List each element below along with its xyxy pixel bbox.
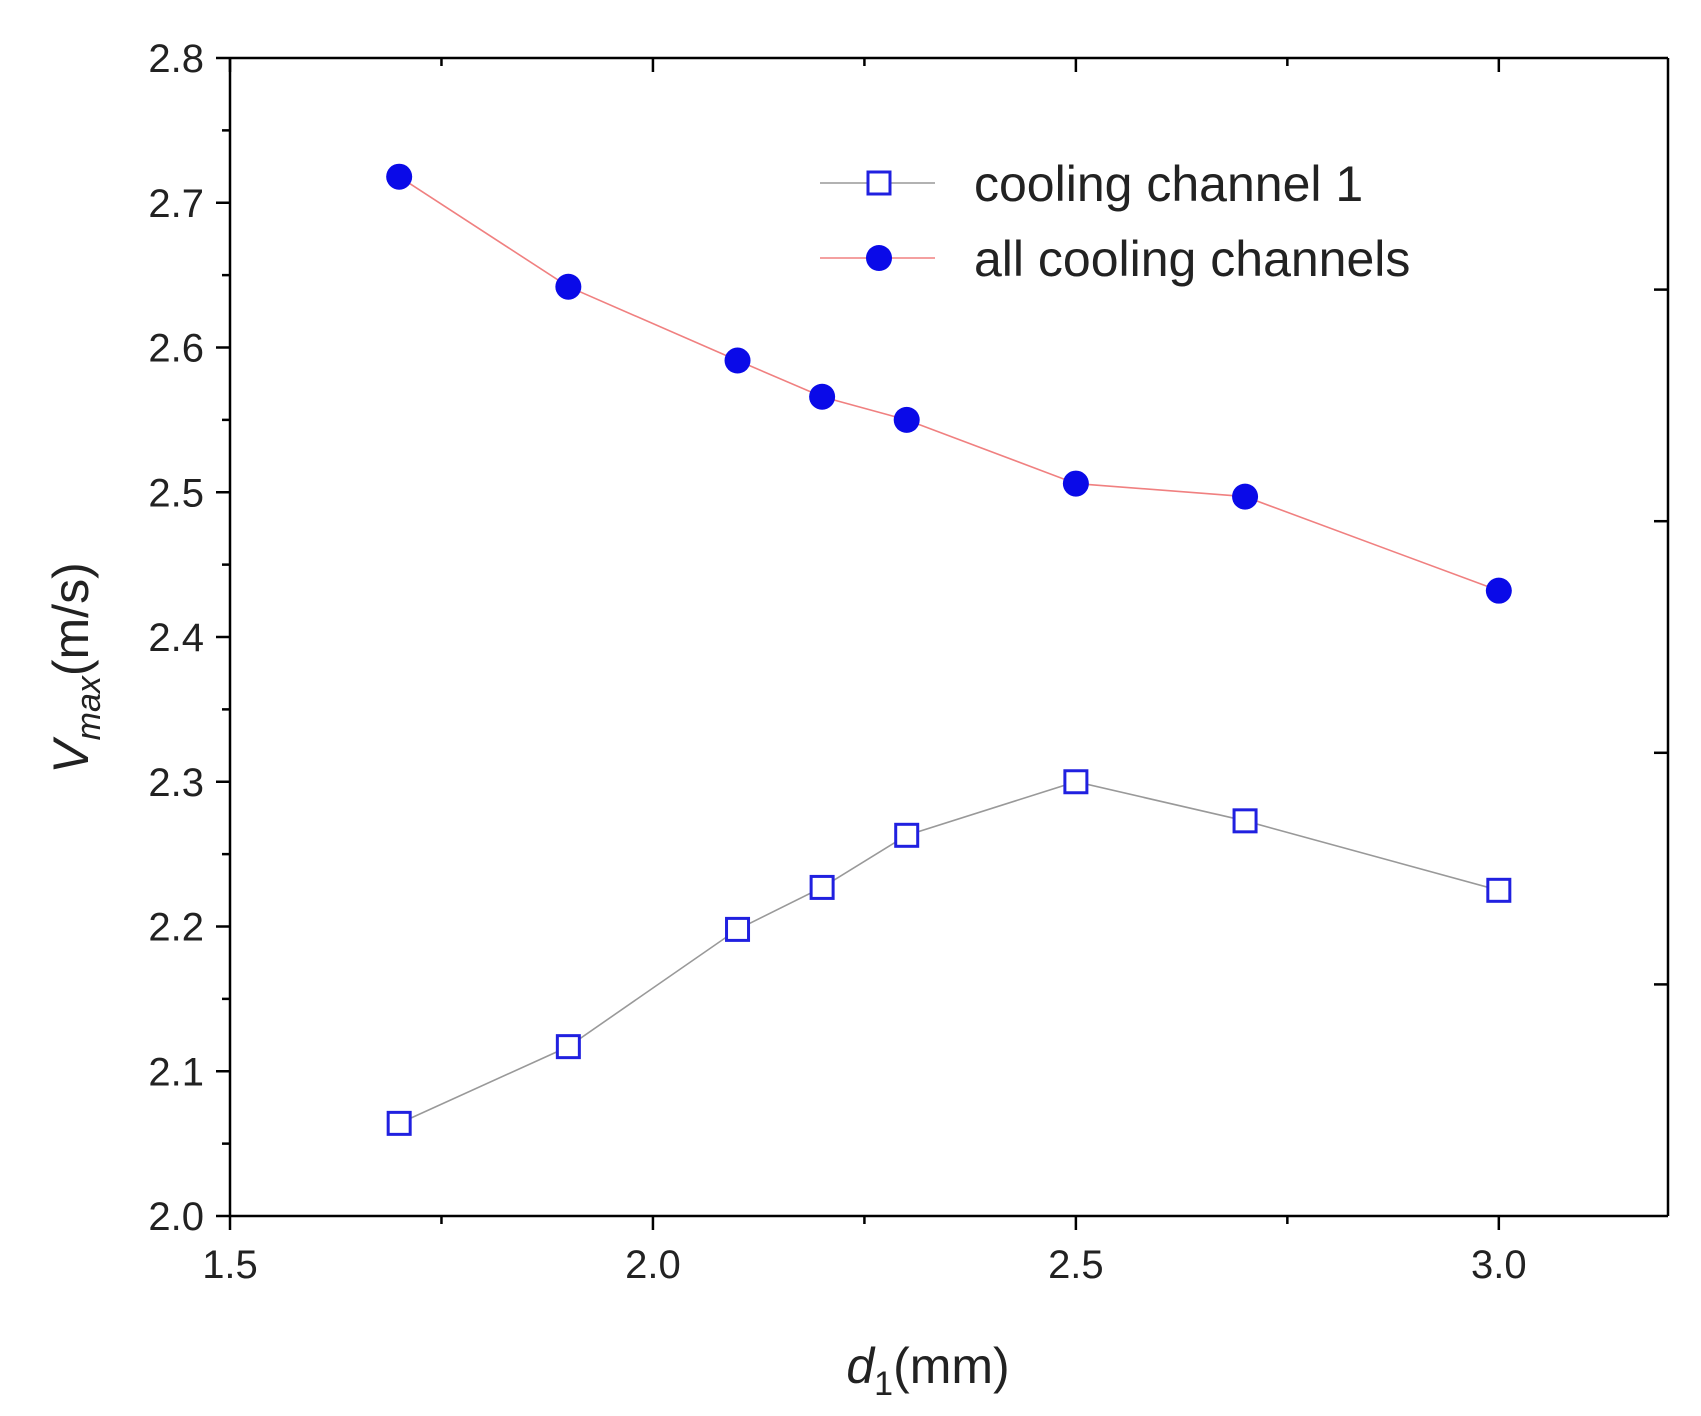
data-point-circle xyxy=(555,273,582,300)
legend-label-all-cooling-channels: all cooling channels xyxy=(974,231,1410,287)
x-axis-title-unit: (mm) xyxy=(893,1338,1010,1394)
y-tick-label: 2.2 xyxy=(148,906,204,950)
legend-marker-filled-circle xyxy=(866,245,892,271)
data-point-circle xyxy=(724,347,751,374)
x-tick-label: 1.5 xyxy=(202,1243,258,1287)
data-point-square xyxy=(1486,877,1512,903)
data-point-circle xyxy=(893,406,920,433)
data-point-square xyxy=(386,1110,412,1136)
legend: cooling channel 1 all cooling channels xyxy=(820,156,1410,287)
y-tick-label: 2.1 xyxy=(148,1050,204,1094)
y-tick-label: 2.8 xyxy=(148,37,204,81)
x-axis-title: d1(mm) xyxy=(846,1338,1009,1403)
legend-label-cooling-channel-1: cooling channel 1 xyxy=(974,156,1363,212)
series-line-0 xyxy=(398,780,1500,1125)
data-point-square xyxy=(555,1034,581,1060)
x-axis-title-subscript: 1 xyxy=(874,1365,893,1403)
y-tick-label: 2.7 xyxy=(148,182,204,226)
data-point-circle xyxy=(1485,577,1512,604)
data-point-square xyxy=(1232,808,1258,834)
series-lines xyxy=(398,176,1500,1125)
data-point-square xyxy=(725,916,751,942)
y-axis-title-unit: (m/s) xyxy=(43,562,99,676)
x-tick-label: 2.0 xyxy=(625,1243,681,1287)
y-tick-label: 2.5 xyxy=(148,471,204,515)
data-point-square xyxy=(894,822,920,848)
y-axis-title: Vmax(m/s) xyxy=(43,562,108,773)
data-point-circle xyxy=(1062,470,1089,497)
y-tick-label: 2.4 xyxy=(148,616,204,660)
axis-tick-labels: 1.5 2.0 2.5 3.02.02.12.22.32.42.52.62.72.8 xyxy=(148,37,1526,1287)
y-tick-label: 2.0 xyxy=(148,1195,204,1239)
legend-marker-open-square xyxy=(866,170,892,196)
data-point-square xyxy=(1063,769,1089,795)
data-point-circle xyxy=(386,163,413,190)
y-tick-label: 2.6 xyxy=(148,327,204,371)
data-point-square xyxy=(809,874,835,900)
x-tick-label: 3.0 xyxy=(1471,1243,1527,1287)
data-point-circle xyxy=(1232,483,1259,510)
y-tick-label: 2.3 xyxy=(148,761,204,805)
series-markers xyxy=(386,163,1512,1136)
y-axis-title-main: V xyxy=(43,736,99,774)
x-axis-title-main: d xyxy=(846,1338,876,1394)
plot-frame xyxy=(228,56,1670,1218)
axis-ticks xyxy=(216,56,1668,1230)
series-line-1 xyxy=(398,176,1500,592)
data-point-circle xyxy=(809,383,836,410)
x-tick-label: 2.5 xyxy=(1048,1243,1104,1287)
y-axis-title-subscript: max xyxy=(70,675,108,740)
